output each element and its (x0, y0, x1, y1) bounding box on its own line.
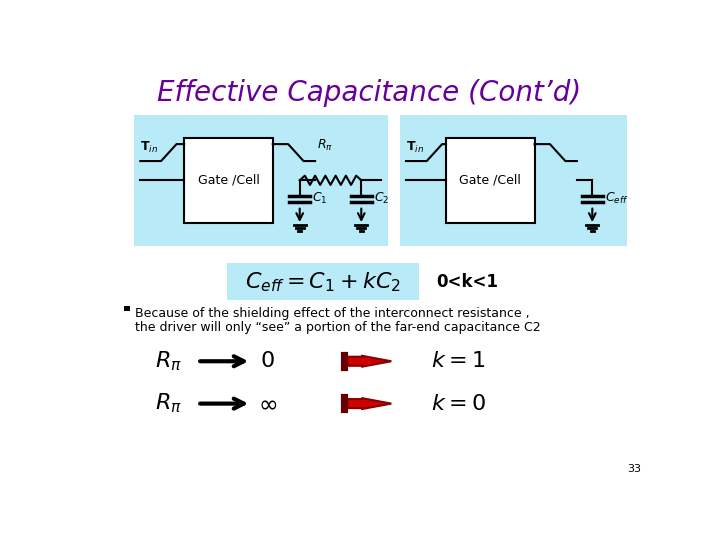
Bar (400, 115, 627, 246)
Text: $\mathbf{T}_{in}$: $\mathbf{T}_{in}$ (140, 140, 158, 155)
Text: Gate /Cell: Gate /Cell (459, 174, 521, 187)
Text: 33: 33 (627, 464, 641, 475)
Text: Effective Capacitance (Cont’d): Effective Capacitance (Cont’d) (157, 79, 581, 107)
Bar (446, 138, 534, 222)
Text: $R_{\pi}$: $R_{\pi}$ (156, 349, 182, 373)
Text: $k = 1$: $k = 1$ (431, 351, 485, 372)
Text: $C_{eff} = C_1 + kC_2$: $C_{eff} = C_1 + kC_2$ (245, 270, 401, 294)
Bar (124, 306, 130, 311)
Text: $R_{\pi}$: $R_{\pi}$ (317, 138, 333, 153)
Text: $C_1$: $C_1$ (312, 191, 328, 206)
Text: $k = 0$: $k = 0$ (431, 394, 485, 414)
Text: $C_{eff}$: $C_{eff}$ (605, 191, 628, 206)
Text: $\mathbf{T}_{in}$: $\mathbf{T}_{in}$ (406, 140, 424, 155)
Text: the driver will only “see” a portion of the far-end capacitance C2: the driver will only “see” a portion of … (135, 321, 541, 334)
Text: 0<k<1: 0<k<1 (436, 273, 498, 291)
Text: $C_2$: $C_2$ (374, 191, 389, 206)
Polygon shape (346, 398, 392, 409)
Text: Because of the shielding effect of the interconnect resistance ,: Because of the shielding effect of the i… (135, 307, 529, 320)
Bar (134, 115, 388, 246)
Text: $R_{\pi}$: $R_{\pi}$ (156, 392, 182, 415)
Bar (184, 138, 273, 222)
Text: $\infty$: $\infty$ (258, 392, 277, 416)
Polygon shape (346, 356, 392, 367)
Text: $0$: $0$ (260, 351, 275, 372)
Bar (227, 264, 419, 300)
Text: Gate /Cell: Gate /Cell (197, 174, 259, 187)
